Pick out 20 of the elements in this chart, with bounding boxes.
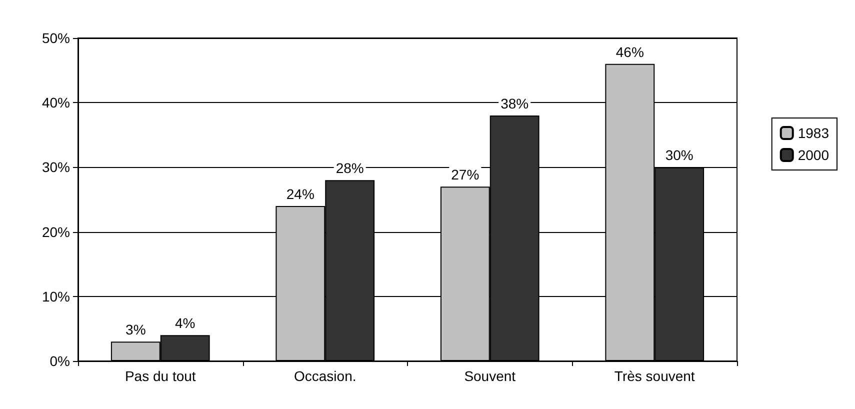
data-label: 30% <box>665 147 694 164</box>
y-tick-label: 10% <box>42 288 70 304</box>
y-tick-label: 0% <box>50 353 70 369</box>
data-label: 38% <box>500 96 529 112</box>
data-label: 3% <box>126 322 146 338</box>
data-label: 4% <box>174 315 196 332</box>
y-tick-label: 20% <box>42 224 70 240</box>
data-label: 46% <box>616 44 644 60</box>
x-tick-label: Souvent <box>464 368 516 384</box>
y-tick-label: 40% <box>42 94 70 111</box>
data-label: 27% <box>451 166 480 183</box>
x-tick-label: Occasion. <box>294 368 356 384</box>
x-tick-label: Pas du tout <box>124 368 196 384</box>
data-label: 28% <box>336 160 364 176</box>
data-label: 24% <box>286 186 314 202</box>
legend-label: 2000 <box>798 147 830 163</box>
y-tick-label: 50% <box>42 30 70 46</box>
y-tick-label: 30% <box>42 159 70 176</box>
x-tick-label: Très souvent <box>614 368 695 384</box>
legend-label: 1983 <box>798 125 830 141</box>
